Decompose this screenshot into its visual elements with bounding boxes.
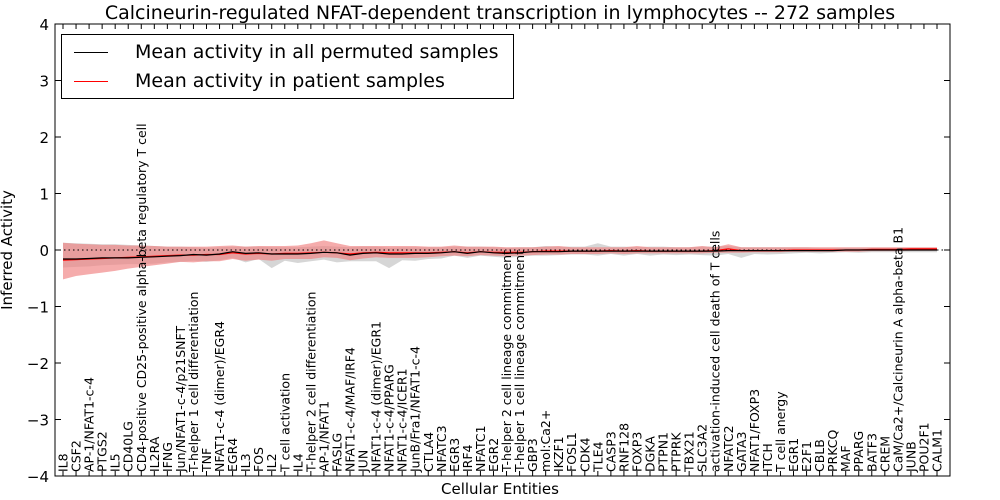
x-tick-label: PTPRK	[669, 432, 684, 472]
x-tick-label: T cell anergy	[773, 391, 788, 473]
x-tick-label: CALM1	[930, 429, 945, 472]
x-tick-label: CD40LG	[121, 421, 136, 472]
y-tick-label: −4	[27, 468, 49, 486]
x-tick-label: ITCH	[760, 443, 775, 472]
x-tick-label: EGR2	[486, 438, 501, 472]
x-tick-label: NFATC2	[721, 425, 736, 472]
x-tick-label: E2F1	[799, 441, 814, 472]
legend-swatch-permuted	[74, 51, 108, 53]
x-tick-label: IL4	[290, 453, 305, 472]
permuted-mean-line	[63, 249, 937, 260]
y-tick-label: 2	[39, 129, 49, 147]
x-tick-label: SLC3A2	[695, 424, 710, 472]
x-tick-label: MAF	[838, 445, 853, 472]
x-tick-label: mol:Ca2+	[538, 410, 553, 472]
y-tick-label: −3	[27, 412, 49, 430]
x-tick-label: CDK4	[577, 437, 592, 472]
legend-item-permuted: Mean activity in all permuted samples	[74, 38, 498, 66]
x-tick-label: CaM/Ca2+/Calcineurin A alpha-beta B1	[890, 227, 905, 472]
x-tick-label: NFAT1-c-4 (dimer)/EGR4	[212, 321, 227, 472]
y-tick-label: 4	[39, 16, 49, 34]
legend-label-permuted: Mean activity in all permuted samples	[135, 41, 499, 63]
x-tick-label: FOXP3	[630, 432, 645, 472]
x-tick-label: AP-1/NFAT1-c-4	[82, 377, 97, 472]
x-tick-label: CBLB	[812, 439, 827, 472]
x-tick-label: AP-1/NFAT1	[316, 401, 331, 472]
plot-area: 43210−1−2−3−4IL8CSF2AP-1/NFAT1-c-4PTGS2I…	[27, 16, 951, 486]
x-tick-label: NFAT1-c-4/MAF/IRF4	[343, 347, 358, 472]
x-tick-label: BATF3	[864, 433, 879, 472]
y-tick-label: 1	[39, 186, 49, 204]
x-tick-label: EGR1	[786, 438, 801, 472]
legend-label-patient: Mean activity in patient samples	[135, 70, 445, 92]
x-tick-label: PPARG	[851, 431, 866, 472]
x-tick-label: T-helper 2 cell lineage commitment	[499, 250, 514, 473]
legend-item-patient: Mean activity in patient samples	[74, 67, 445, 95]
x-tick-label: T cell activation	[277, 373, 292, 473]
x-tick-label: EGR4	[225, 438, 240, 472]
x-tick-label: CREM	[877, 436, 892, 472]
x-tick-label: T-helper 1 cell differentiation	[186, 292, 201, 473]
x-tick-label: IRF4	[460, 444, 475, 472]
x-tick-label: T-helper 2 cell differentiation	[303, 292, 318, 473]
x-tick-label: IL8	[56, 453, 71, 472]
x-tick-label: EGR3	[447, 438, 462, 472]
x-tick-label: POU2F1	[917, 422, 932, 472]
x-tick-label: NFATC3	[434, 425, 449, 472]
x-tick-label: CSF2	[69, 440, 84, 472]
x-tick-label: Jun/NFAT1-c-4/p21SNFT	[173, 326, 188, 473]
x-tick-label: PRKCQ	[825, 430, 840, 472]
x-tick-label: DGKA	[643, 436, 658, 472]
y-tick-label: 3	[39, 73, 49, 91]
x-tick-label: IL2RA	[147, 436, 162, 472]
y-tick-label: −2	[27, 355, 49, 373]
x-tick-label: GATA3	[734, 432, 749, 472]
x-tick-label: GBP3	[525, 438, 540, 472]
y-axis-label: Inferred Activity	[0, 190, 16, 310]
x-tick-label: JunB/Fra1/NFAT1-c-4	[408, 346, 423, 473]
x-tick-label: NFATC1	[473, 425, 488, 472]
x-tick-label: T-helper 1 cell lineage commitment	[512, 250, 527, 473]
x-tick-label: TNF	[199, 448, 214, 473]
x-tick-label: CD4-positive CD25-positive alpha-beta re…	[134, 123, 149, 472]
x-tick-label: NFAT1-c-4/PPARG	[382, 364, 397, 472]
legend-swatch-patient	[74, 80, 108, 82]
chart-title: Calcineurin-regulated NFAT-dependent tra…	[105, 2, 895, 24]
x-tick-label: IL5	[108, 453, 123, 472]
x-axis-label: Cellular Entities	[441, 480, 559, 498]
x-tick-label: FOS	[251, 447, 266, 472]
x-tick-label: PTPN1	[656, 432, 671, 472]
y-tick-label: 0	[39, 242, 49, 260]
x-tick-label: RNF128	[616, 423, 631, 472]
x-tick-label: CASP3	[603, 431, 618, 472]
x-tick-label: IFNG	[160, 442, 175, 472]
x-tick-label: NFAT1-c-4/ICER1	[395, 368, 410, 472]
x-tick-label: JUNB	[903, 441, 918, 473]
x-tick-label: JUN	[356, 450, 371, 473]
x-tick-label: FASLG	[329, 433, 344, 472]
x-tick-label: TBX21	[682, 431, 697, 473]
x-tick-label: PTGS2	[95, 431, 110, 472]
x-tick-label: NFAT1-c-4 (dimer)/EGR1	[369, 321, 384, 472]
x-tick-label: activation-induced cell death of T cells	[708, 231, 723, 472]
y-tick-label: −1	[27, 299, 49, 317]
x-tick-label: IL2	[264, 453, 279, 472]
x-tick-label: FOSL1	[564, 432, 579, 472]
x-tick-label: CTLA4	[421, 432, 436, 472]
x-tick-label: IKZF1	[551, 436, 566, 472]
x-tick-label: NFAT1/FOXP3	[747, 389, 762, 472]
legend: Mean activity in all permuted samples Me…	[61, 34, 514, 99]
x-tick-label: TLE4	[590, 442, 605, 473]
x-tick-label: IL3	[238, 453, 253, 472]
